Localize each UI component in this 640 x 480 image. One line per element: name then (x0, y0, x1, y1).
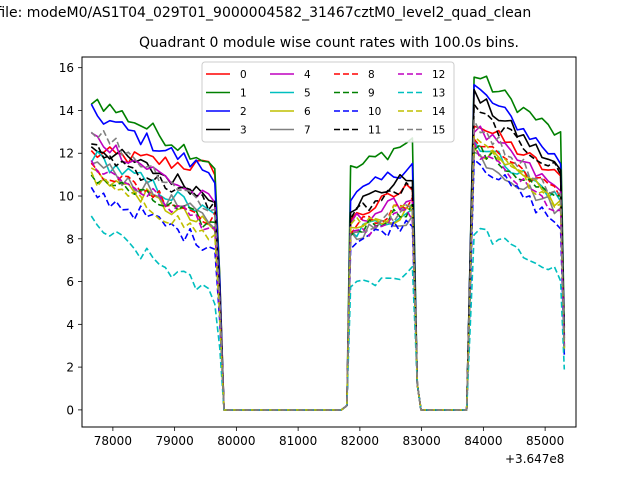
legend-label-14: 14 (432, 106, 446, 118)
x-tick-label: 84000 (464, 434, 502, 448)
legend-label-0: 0 (240, 69, 247, 81)
y-tick-label: 6 (66, 275, 74, 289)
y-tick-label: 8 (66, 232, 74, 246)
legend-label-8: 8 (368, 69, 375, 81)
x-tick-label: 78000 (94, 434, 132, 448)
series-line-7 (91, 151, 566, 411)
legend-label-13: 13 (432, 88, 445, 100)
y-tick-label: 2 (66, 361, 74, 375)
legend-label-5: 5 (304, 88, 311, 100)
series-line-13 (90, 215, 566, 411)
series-line-9 (90, 144, 566, 411)
legend-label-12: 12 (432, 69, 445, 81)
legend-label-3: 3 (240, 125, 247, 137)
y-tick-label: 0 (66, 403, 74, 417)
x-tick-label: 80000 (217, 434, 255, 448)
y-tick-label: 12 (59, 147, 74, 161)
y-tick-label: 4 (66, 318, 74, 332)
series-lines (90, 75, 566, 411)
legend-label-6: 6 (304, 106, 311, 118)
legend-label-4: 4 (304, 69, 311, 81)
series-line-6 (90, 146, 566, 411)
y-axis: 0 2 4 6 8 10 12 14 16 (59, 61, 82, 417)
legend-label-15: 15 (432, 125, 445, 137)
legend-label-2: 2 (240, 106, 247, 118)
y-tick-label: 10 (59, 190, 74, 204)
series-line-14 (90, 135, 566, 411)
legend-label-1: 1 (240, 88, 247, 100)
x-tick-label: 81000 (279, 434, 317, 448)
legend-label-7: 7 (304, 125, 311, 137)
x-axis: 78000 79000 80000 81000 82000 83000 84000 85000 (94, 427, 564, 448)
y-tick-label: 16 (59, 61, 74, 75)
legend-label-10: 10 (368, 106, 381, 118)
y-tick-label: 14 (59, 104, 74, 118)
x-tick-label: 85000 (526, 434, 564, 448)
legend-label-11: 11 (368, 125, 381, 137)
chart-title: Quadrant 0 module wise count rates with … (139, 35, 519, 51)
x-tick-label: 79000 (156, 434, 194, 448)
x-tick-label: 82000 (341, 434, 379, 448)
x-tick-label: 83000 (403, 434, 441, 448)
x-offset-label: +3.647e8 (505, 452, 565, 466)
legend-box (201, 61, 455, 143)
figure-suptitle: n file: modeM0/AS1T04_029T01_9000004582_… (0, 5, 532, 21)
axes-frame (81, 56, 577, 428)
series-line-15 (90, 119, 566, 411)
legend-label-9: 9 (368, 88, 375, 100)
